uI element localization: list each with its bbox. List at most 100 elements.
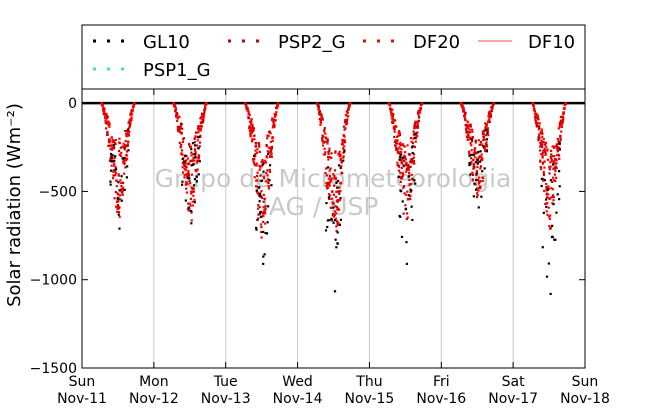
red-point (416, 111, 420, 114)
gl10-point (181, 180, 184, 183)
red-point (469, 136, 472, 139)
red-point (483, 145, 486, 148)
gl10-point (401, 156, 405, 159)
red-point (476, 161, 480, 164)
red-point (255, 162, 258, 165)
red-point (483, 138, 486, 141)
red-point (196, 159, 199, 163)
red-point (323, 153, 327, 156)
red-point (556, 142, 559, 146)
red-point (184, 169, 187, 172)
red-point (269, 154, 272, 158)
red-point (474, 156, 477, 159)
legend-marker (242, 39, 245, 43)
red-point (193, 162, 196, 165)
red-point (247, 111, 250, 114)
gl10-point (188, 177, 191, 180)
red-point (104, 119, 107, 122)
red-point (347, 107, 350, 110)
legend-item-df10: DF10 (478, 32, 575, 53)
red-point (190, 151, 193, 154)
gl10-point (411, 218, 414, 222)
red-point (327, 183, 331, 186)
red-point (110, 148, 113, 151)
gl10-point (414, 182, 417, 185)
red-point (345, 122, 349, 125)
red-point (557, 147, 560, 151)
gl10-point (556, 193, 559, 196)
red-point (476, 178, 480, 181)
red-point (333, 175, 336, 178)
red-point (541, 154, 544, 158)
red-point (411, 158, 414, 161)
gl10-point (123, 156, 126, 160)
red-point (405, 164, 408, 167)
red-point (537, 139, 540, 142)
red-point (475, 171, 478, 174)
gl10-point (114, 155, 117, 158)
red-point (121, 189, 125, 192)
legend-label: DF10 (528, 32, 575, 53)
gl10-point (264, 231, 267, 235)
red-point (481, 176, 485, 180)
red-point (270, 145, 274, 149)
red-point (470, 149, 473, 152)
red-point (124, 159, 128, 162)
red-point (247, 112, 250, 115)
red-point (329, 180, 332, 183)
red-point (266, 169, 269, 172)
red-point (409, 190, 412, 194)
red-point (341, 172, 344, 175)
red-point (333, 177, 336, 180)
gl10-point (197, 136, 200, 139)
red-point (253, 134, 256, 137)
red-point (330, 152, 333, 155)
red-point (337, 190, 340, 193)
red-point (327, 193, 331, 196)
red-point (342, 125, 346, 128)
gl10-point (259, 192, 262, 195)
red-point (250, 131, 253, 134)
red-point (324, 151, 327, 154)
red-point (105, 120, 108, 123)
red-point (121, 190, 124, 194)
red-point (251, 123, 254, 127)
red-point (256, 179, 259, 182)
red-point (467, 134, 470, 137)
red-point (335, 190, 338, 193)
red-point (250, 118, 253, 121)
gl10-point (258, 186, 261, 189)
red-point (486, 130, 489, 133)
red-point (128, 124, 131, 127)
red-point (392, 118, 395, 122)
red-point (410, 157, 413, 161)
gl10-point (109, 180, 112, 183)
red-point (475, 173, 478, 176)
gl10-point (410, 145, 414, 149)
red-point (111, 148, 114, 151)
red-point (553, 168, 556, 171)
red-point (263, 210, 266, 213)
gl10-point (336, 186, 339, 189)
gl10-point (339, 197, 342, 200)
red-point (258, 205, 261, 209)
red-point (263, 197, 266, 201)
red-point (539, 144, 543, 147)
red-point (334, 150, 337, 153)
gl10-point (332, 206, 335, 209)
red-point (412, 161, 415, 164)
red-point (421, 102, 424, 105)
red-point (396, 161, 399, 164)
gl10-point (476, 158, 479, 161)
red-point (467, 150, 471, 153)
red-point (119, 146, 122, 149)
legend-item-psp1-g: PSP1_G (93, 60, 211, 81)
red-point (129, 122, 132, 125)
red-point (199, 134, 202, 137)
red-point (556, 147, 559, 151)
red-point (488, 111, 492, 115)
red-point (469, 157, 473, 160)
red-point (343, 141, 347, 144)
red-point (480, 158, 484, 162)
legend-marker (256, 39, 259, 43)
